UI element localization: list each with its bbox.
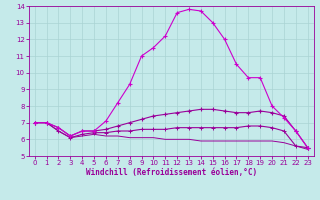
X-axis label: Windchill (Refroidissement éolien,°C): Windchill (Refroidissement éolien,°C) bbox=[86, 168, 257, 177]
